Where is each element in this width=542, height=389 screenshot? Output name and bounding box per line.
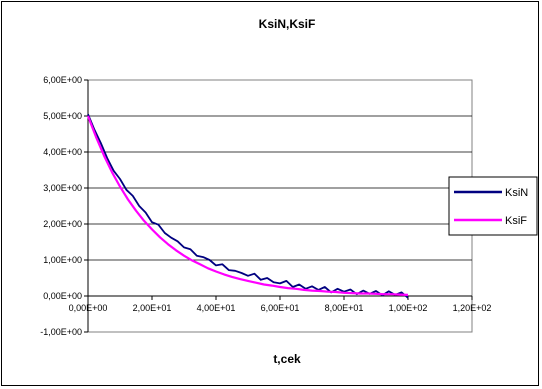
- y-tick-label: 0,00E+00: [43, 291, 82, 301]
- y-tick-label: 4,00E+00: [43, 147, 82, 157]
- y-tick-label: -1,00E+00: [40, 327, 82, 337]
- legend-label-ksif: KsiF: [505, 215, 527, 227]
- y-tick-label: 6,00E+00: [43, 75, 82, 85]
- legend: KsiN KsiF: [448, 176, 538, 236]
- legend-box: [448, 176, 538, 236]
- x-tick-label: 4,00E+01: [197, 303, 236, 313]
- y-tick-label: 1,00E+00: [43, 255, 82, 265]
- legend-label-ksin: KsiN: [505, 187, 528, 199]
- y-tick-label: 3,00E+00: [43, 183, 82, 193]
- y-tick-label: 5,00E+00: [43, 111, 82, 121]
- x-tick-label: 2,00E+01: [133, 303, 172, 313]
- chart-title: KsiN,KsiF: [259, 17, 316, 31]
- y-axis-ticks: -1,00E+00 0,00E+00 1,00E+00 2,00E+00 3,00E+0…: [40, 75, 88, 337]
- x-axis-title: t,cek: [273, 352, 301, 366]
- series-group: [86, 113, 409, 299]
- x-tick-label: 1,20E+02: [453, 303, 492, 313]
- x-tick-label: 6,00E+01: [261, 303, 300, 313]
- y-tick-label: 2,00E+00: [43, 219, 82, 229]
- x-tick-label: 8,00E+01: [325, 303, 364, 313]
- axes: [87, 80, 472, 332]
- plot-area: [87, 79, 473, 333]
- x-tick-label: 1,00E+02: [389, 303, 428, 313]
- series-line-ksif: [86, 115, 409, 296]
